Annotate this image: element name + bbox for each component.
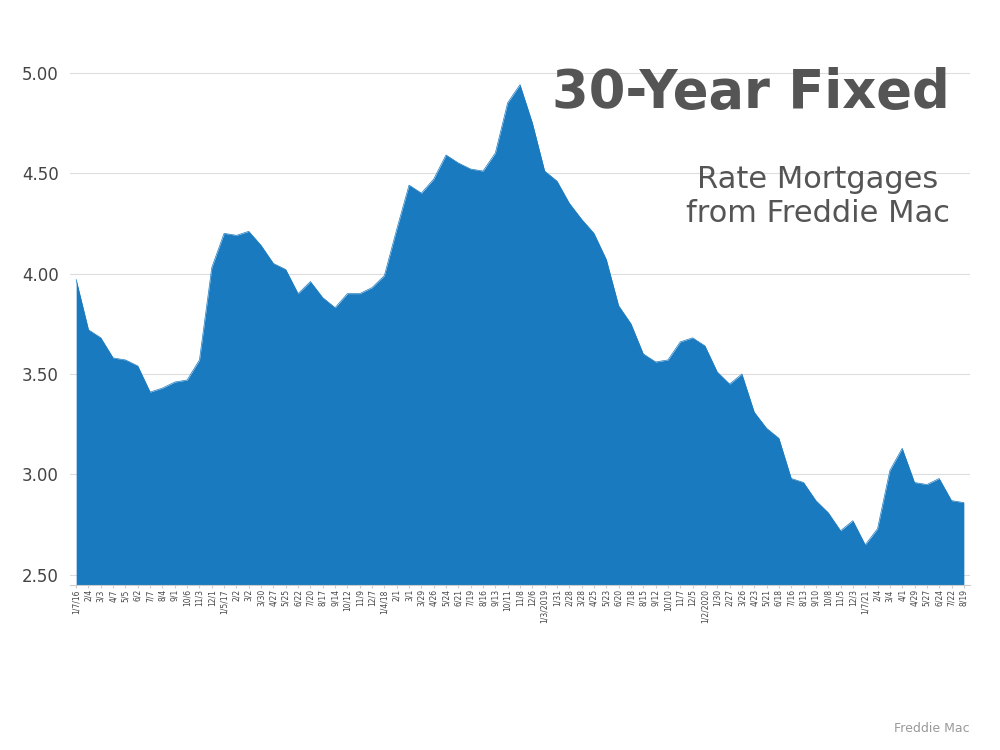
- Text: Freddie Mac: Freddie Mac: [894, 722, 970, 735]
- Text: 30-Year Fixed: 30-Year Fixed: [552, 68, 950, 119]
- Text: Rate Mortgages
from Freddie Mac: Rate Mortgages from Freddie Mac: [686, 165, 950, 227]
